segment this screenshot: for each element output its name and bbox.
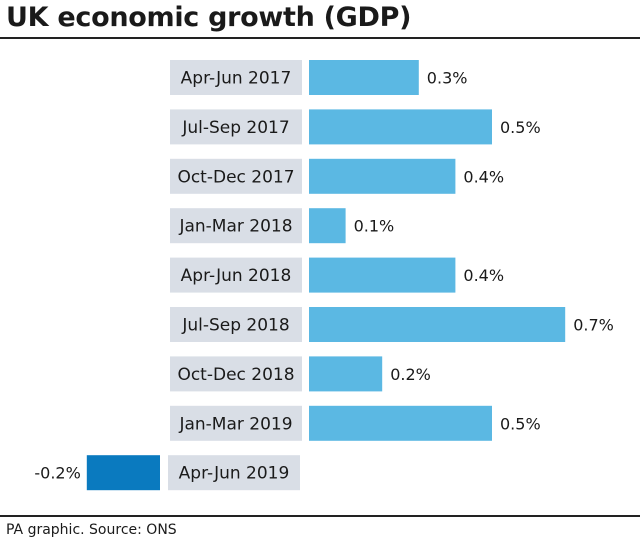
title-rule: [0, 37, 640, 39]
bar: [309, 405, 492, 441]
category-label: Oct-Dec 2017: [177, 167, 294, 187]
category-label: Jan-Mar 2019: [178, 414, 292, 434]
category-label: Jan-Mar 2018: [178, 217, 292, 237]
value-label: 0.2%: [390, 365, 431, 384]
category-label-box: [170, 158, 302, 194]
bar: [309, 307, 566, 342]
value-label: 0.1%: [354, 217, 395, 236]
value-label: -0.2%: [34, 464, 80, 483]
value-label: 0.3%: [427, 69, 468, 88]
value-label: 0.4%: [463, 167, 504, 186]
gdp-bar-chart: Apr-Jun 2017 0.3% Jul-Sep 2017 0.5% Oct-Dec …: [34, 60, 614, 491]
category-label-box: [170, 60, 302, 95]
bar-negative: [86, 455, 160, 491]
bar: [309, 158, 456, 194]
category-label: Apr-Jun 2019: [179, 464, 290, 484]
category-label-box: [168, 455, 300, 491]
value-label: 0.5%: [500, 118, 541, 137]
value-label: 0.7%: [573, 316, 614, 335]
bar: [309, 208, 346, 244]
category-label-box: [170, 208, 302, 244]
category-label-box: [170, 109, 302, 145]
footer-rule: [0, 515, 640, 517]
category-label-box: [170, 405, 302, 441]
bar: [309, 60, 419, 95]
value-label: 0.5%: [500, 414, 541, 433]
source-note: PA graphic. Source: ONS: [6, 522, 177, 538]
bar: [309, 109, 492, 145]
bar: [309, 356, 383, 392]
category-label-box: [170, 307, 302, 342]
bar: [309, 257, 456, 293]
value-label: 0.4%: [463, 266, 504, 285]
category-label-box: [170, 356, 302, 392]
category-label: Jul-Sep 2017: [181, 118, 289, 138]
chart-title: UK economic growth (GDP): [6, 2, 412, 33]
category-label: Jul-Sep 2018: [181, 316, 289, 336]
category-label: Oct-Dec 2018: [177, 365, 294, 385]
category-label-box: [170, 257, 302, 293]
category-label: Apr-Jun 2018: [181, 266, 292, 286]
category-label: Apr-Jun 2017: [181, 69, 292, 89]
